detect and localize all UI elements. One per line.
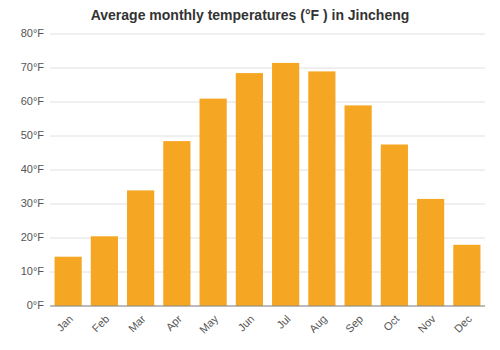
x-tick-label: Sep [343, 313, 365, 335]
bar [55, 257, 82, 306]
x-tick-label: Feb [90, 313, 112, 335]
y-tick-label: 40°F [21, 163, 45, 175]
grid-line [50, 136, 485, 137]
x-tick-label: Dec [452, 312, 475, 335]
title: Average monthly temperatures (°F ) in Ji… [91, 7, 410, 23]
x-tick-label: Jul [274, 313, 292, 331]
bar [453, 245, 480, 306]
y-tick-label: 60°F [21, 95, 45, 107]
y-tick-label: 10°F [21, 265, 45, 277]
bars [55, 63, 481, 306]
x-tick-label: May [197, 312, 221, 336]
x-tick-label: Jun [235, 313, 256, 334]
x-tick-label: Mar [126, 312, 148, 334]
x-tick-label: Aug [307, 313, 329, 335]
y-tick-label: 80°F [21, 27, 45, 39]
y-tick-label: 0°F [27, 299, 45, 311]
grid-line [50, 102, 485, 103]
bar [91, 236, 118, 306]
grid-line [50, 306, 485, 307]
bar [345, 105, 372, 306]
bar [308, 71, 335, 306]
x-tick-label: Oct [381, 313, 402, 334]
chart-container: 0°F 10°F 20°F 30°F 40°F 50°F 60°F 70°F 80°F Jan Fe… [0, 0, 500, 350]
y-tick-label: 20°F [21, 231, 45, 243]
x-tick-label: Nov [415, 312, 438, 335]
bar [127, 190, 154, 306]
grid-line [50, 34, 485, 35]
page: {"chart_data": {"type": "bar", "title": … [0, 0, 500, 350]
y-tick-label: 70°F [21, 61, 45, 73]
grid [50, 34, 485, 306]
chart: 0°F 10°F 20°F 30°F 40°F 50°F 60°F 70°F 80°F Jan Fe… [0, 0, 500, 350]
y-axis: 0°F 10°F 20°F 30°F 40°F 50°F 60°F 70°F 80°F [21, 27, 45, 311]
x-tick-label: Jan [54, 313, 75, 334]
grid-line [50, 68, 485, 69]
x-tick-label: Apr [163, 312, 184, 333]
y-tick-label: 30°F [21, 197, 45, 209]
bar [417, 199, 444, 306]
x-axis: Jan Feb Mar Apr May Jun Jul Aug Sep Oct Nov Dec [50, 306, 485, 336]
bar [200, 99, 227, 306]
grid-line [50, 170, 485, 171]
bar [381, 145, 408, 307]
bar [163, 141, 190, 306]
bar [236, 73, 263, 306]
y-tick-label: 50°F [21, 129, 45, 141]
x-axis-line [50, 306, 485, 307]
bar [272, 63, 299, 306]
